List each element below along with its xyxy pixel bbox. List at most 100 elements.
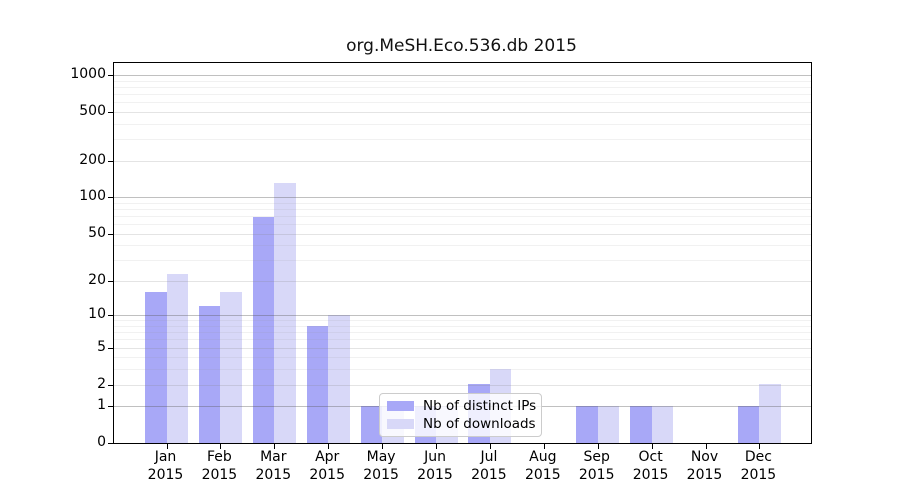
xtick-mark-may [382,444,384,449]
xtick-year-apr: 2015 [309,467,345,483]
xtick-mark-sep [597,444,599,449]
xtick-label-dec: Dec 2015 [723,448,793,484]
minor-gridline-40 [114,245,811,247]
plot-area: Nb of distinct IPs Nb of downloads [108,62,812,449]
xtick-year-jun: 2015 [417,467,453,483]
minor-gridline-60 [114,224,811,225]
gridline-200 [114,160,811,162]
gridline-100 [114,197,811,199]
legend-swatch-downloads [387,419,414,430]
axis-ticks-layer [108,63,811,449]
ytick-label-1: 1 [97,397,106,414]
bar-distinct-ips-oct [630,406,652,443]
bar-downloads-apr [328,315,350,443]
xtick-mark-jan [166,444,168,449]
xtick-year-jul: 2015 [471,467,507,483]
chart-title: org.MeSH.Eco.536.db 2015 [346,36,577,56]
minor-gridline-70 [114,215,811,217]
legend-swatch-distinct-ips [387,400,414,411]
minor-gridline-6 [114,339,811,341]
ytick-label-10: 10 [88,306,106,323]
ytick-label-20: 20 [88,271,106,288]
ytick-mark-20 [108,280,114,282]
ytick-label-100: 100 [79,188,106,205]
minor-gridline-300 [114,139,811,140]
ytick-label-5: 5 [97,338,106,355]
ytick-mark-100 [108,197,114,199]
xtick-mark-jun [436,444,437,449]
bar-distinct-ips-sep [576,406,598,443]
ytick-mark-1000 [108,75,114,76]
legend-label-downloads: Nb of downloads [423,416,536,433]
bar-downloads-sep [597,406,620,443]
gridline-1000 [114,75,811,76]
minor-gridline-800 [114,86,811,88]
ytick-label-0: 0 [97,434,106,450]
xtick-mark-aug [543,444,545,449]
xtick-year-sep: 2015 [578,467,615,483]
bar-downloads-jan [166,273,188,443]
xtick-label-mar: Mar 2015 [238,448,308,484]
gridline-20 [114,280,811,282]
ytick-mark-2 [108,384,114,386]
ytick-label-2: 2 [97,375,106,392]
bar-downloads-feb [220,292,242,443]
xtick-year-oct: 2015 [632,467,669,483]
xtick-label-may: May 2015 [346,448,416,484]
bar-distinct-ips-mar [252,217,275,443]
bar-downloads-mar [274,182,296,443]
xtick-label-nov: Nov 2015 [670,448,740,484]
ytick-label-200: 200 [79,151,106,168]
xtick-mark-dec [759,444,761,449]
xtick-label-sep: Sep 2015 [562,448,632,484]
gridline-50 [114,233,811,235]
bar-distinct-ips-feb [198,306,221,443]
ytick-mark-10 [108,315,114,317]
bar-distinct-ips-dec [737,406,760,443]
xtick-year-dec: 2015 [740,467,777,483]
bar-downloads-dec [759,384,781,443]
xtick-year-aug: 2015 [524,467,561,483]
gridline-10 [114,315,811,317]
minor-gridline-8 [114,326,811,327]
xtick-label-jul: Jul 2015 [454,448,524,484]
bar-distinct-ips-apr [306,325,329,443]
minor-gridline-90 [114,202,811,204]
xtick-year-feb: 2015 [201,467,238,483]
xtick-mark-mar [274,444,276,449]
ytick-label-1000: 1000 [70,66,106,82]
xtick-year-jan: 2015 [147,467,184,483]
legend-item-downloads: Nb of downloads [387,416,541,432]
bar-distinct-ips-may [360,406,383,443]
xtick-label-jun: Jun 2015 [400,448,470,484]
legend-item-distinct-ips: Nb of distinct IPs [387,398,541,414]
xtick-label-apr: Apr 2015 [292,448,362,484]
bar-downloads-oct [651,406,674,443]
minor-gridline-9 [114,320,811,322]
minor-gridline-7 [114,332,811,334]
ytick-mark-50 [108,233,114,235]
legend-label-distinct-ips: Nb of distinct IPs [423,397,537,414]
ytick-mark-5 [108,347,114,349]
xtick-year-may: 2015 [363,467,399,483]
minor-gridline-900 [114,80,811,82]
minor-gridline-4 [114,357,811,359]
xtick-mark-feb [220,444,222,449]
gridline-5 [114,347,811,349]
minor-gridline-80 [114,208,811,210]
xtick-year-nov: 2015 [686,467,723,483]
minor-gridline-700 [114,94,811,95]
xtick-year-mar: 2015 [255,467,292,483]
ytick-label-50: 50 [88,224,106,241]
minor-gridline-3 [114,369,811,371]
minor-gridline-600 [114,102,811,104]
xtick-label-jan: Jan 2015 [131,448,201,484]
ytick-mark-200 [108,160,114,162]
legend: Nb of distinct IPs Nb of downloads [379,393,542,437]
gridline-2 [114,384,811,386]
xtick-mark-jul [489,444,491,449]
ytick-label-500: 500 [79,102,106,119]
xtick-label-aug: Aug 2015 [508,448,578,484]
ytick-mark-500 [108,111,114,113]
